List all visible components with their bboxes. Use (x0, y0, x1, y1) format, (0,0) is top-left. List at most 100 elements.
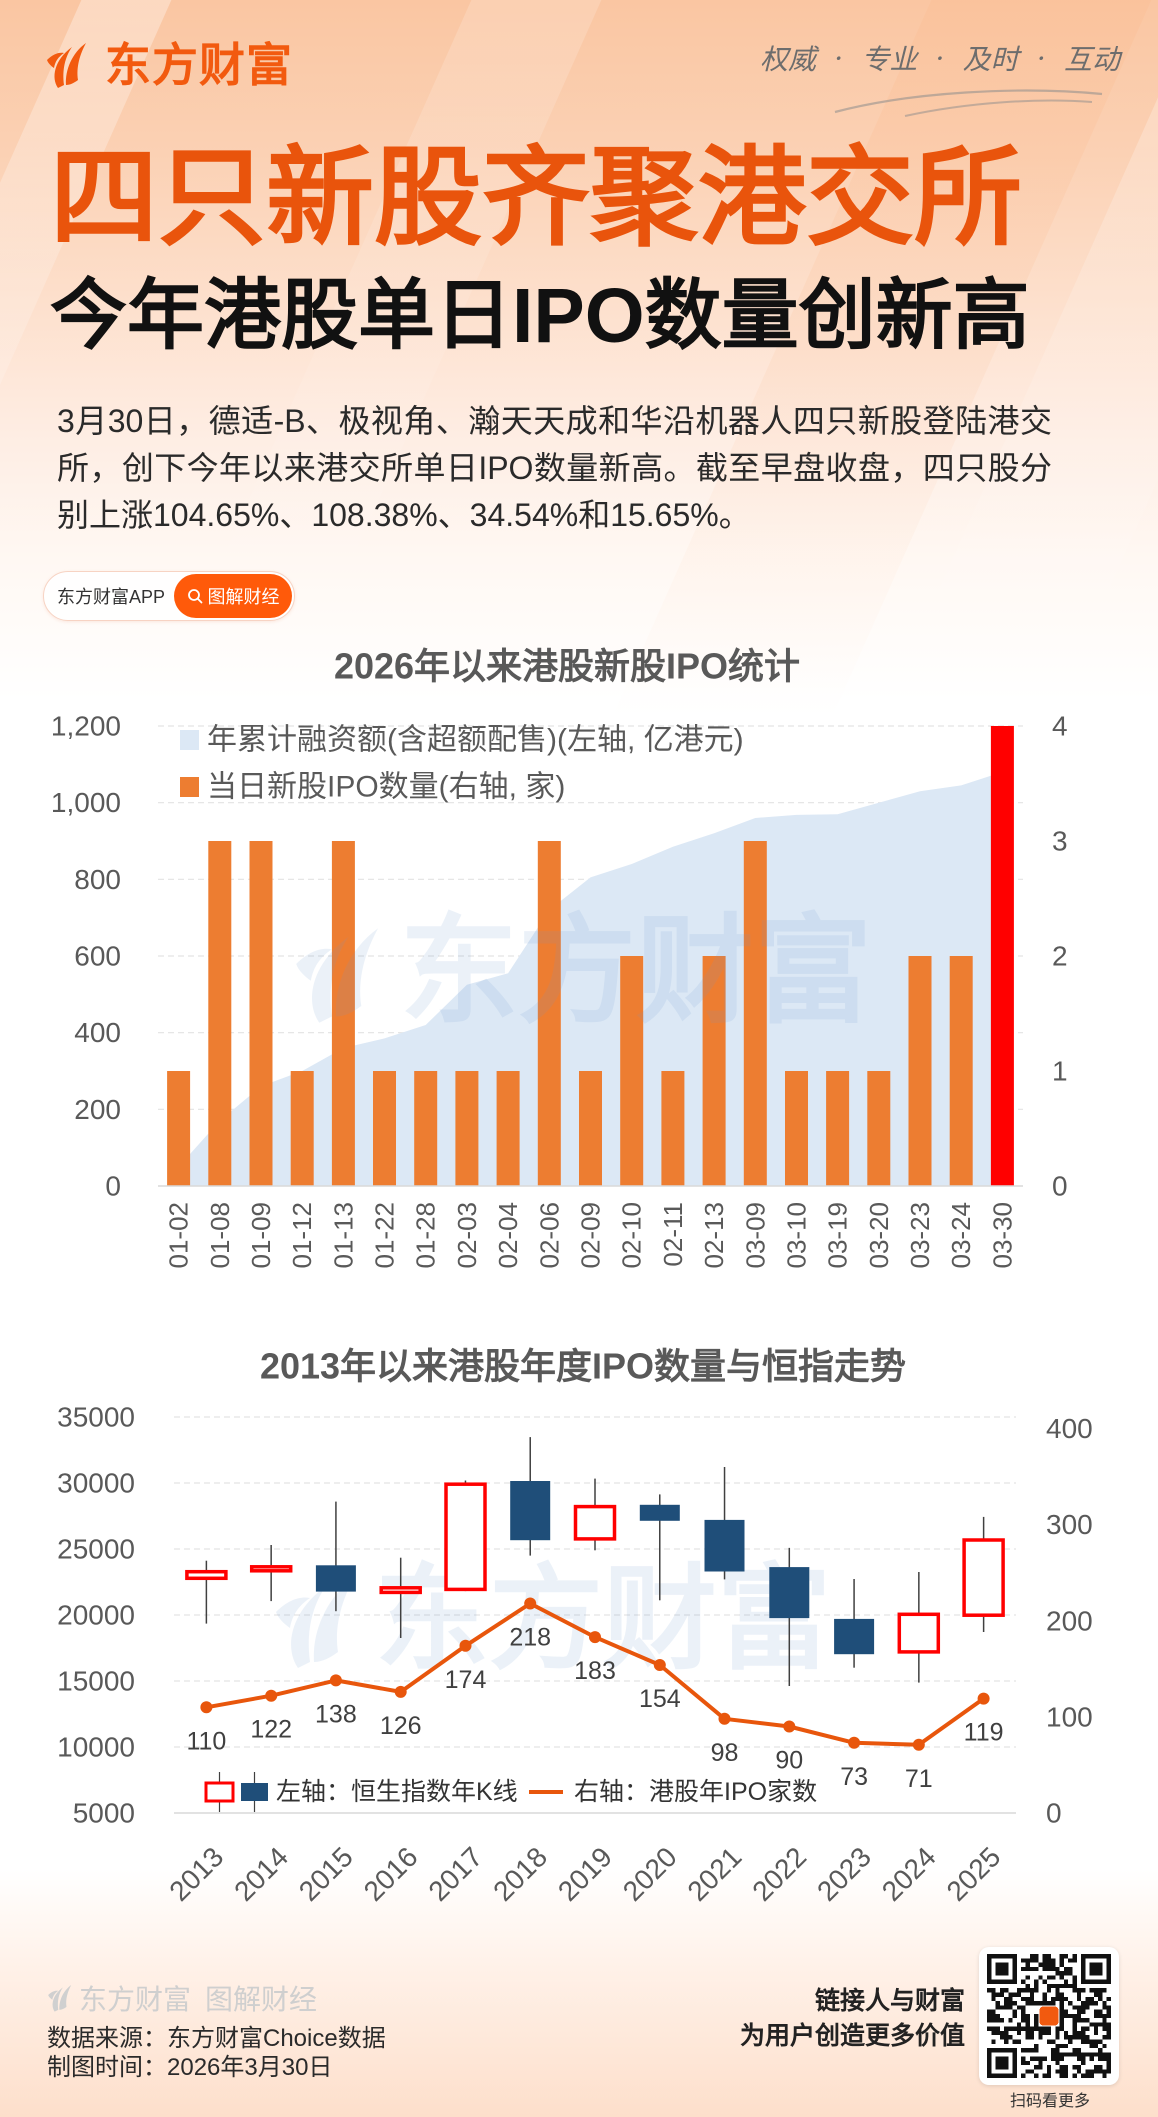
ipo-count-bar (496, 1071, 520, 1186)
x-tick-label: 2016 (358, 1841, 424, 1907)
x-tick-label: 2017 (422, 1841, 488, 1907)
y-left-tick-label: 200 (74, 1094, 121, 1125)
legend-swatch-area (180, 730, 199, 750)
y-left-tick-label: 0 (105, 1171, 121, 1202)
data-label: 183 (574, 1657, 616, 1685)
candle-body-up (962, 1538, 1005, 1617)
watermark: 东方财富 (296, 906, 872, 1038)
column-tag-button[interactable]: 图解财经 (174, 574, 292, 618)
x-tick-label: 2018 (487, 1841, 553, 1907)
pill-column-label: 图解财经 (207, 587, 280, 607)
candle-body-up (379, 1586, 422, 1595)
x-tick-label: 01-02 (164, 1202, 194, 1269)
source-tag-pill[interactable]: 东方财富APP 图解财经 (43, 571, 295, 621)
ipo-count-point (329, 1674, 342, 1687)
legend-label: 当日新股IPO数量(右轴, 家) (207, 771, 565, 804)
ipo-count-bar (249, 841, 273, 1186)
watermark-text: 东方财富 (400, 906, 872, 1038)
headline-title: 四只新股齐聚港交所 (50, 137, 1023, 258)
slogan-word: 互动 (1063, 43, 1120, 76)
chart-title: 2013年以来港股年度IPO数量与恒指走势 (260, 1346, 906, 1387)
x-tick-label: 2020 (617, 1841, 683, 1907)
axis-labels: 0 200 400 600 800 1,000 1,200 0 1 2 3 4 01-02 01-08 01… (51, 711, 1068, 1269)
candle-body-down (769, 1567, 810, 1619)
candle-body-up (897, 1612, 941, 1654)
x-tick-label: 02-06 (534, 1202, 564, 1269)
qr-caption: 扫码看更多 (1009, 2093, 1090, 2110)
ipo-count-bar (414, 1071, 438, 1186)
ipo-count-point (848, 1736, 861, 1749)
slogan: 权威 · 专业 · 及时 · 互动 (760, 38, 1120, 78)
y-left-tick-label: 400 (74, 1017, 121, 1048)
x-tick-label: 03-10 (781, 1202, 811, 1269)
y-right-tick-label: 100 (1046, 1701, 1093, 1732)
y-right-tick-label: 400 (1046, 1413, 1093, 1444)
data-label: 110 (186, 1727, 226, 1755)
watermark-logo-icon (296, 928, 379, 1023)
logo-blade (59, 1985, 72, 2010)
ipo-count-bar (290, 1071, 314, 1186)
data-label: 90 (775, 1747, 803, 1775)
data-label: 218 (509, 1624, 551, 1652)
legend-swatch-down-candle (241, 1783, 268, 1801)
ipo-count-point (459, 1639, 472, 1652)
y-left-tick-label: 600 (74, 941, 121, 972)
qr-code-image (987, 1954, 1111, 2078)
y-left-tick-label: 30000 (57, 1468, 135, 1499)
y-left-tick-label: 5000 (73, 1798, 135, 1829)
y-left-tick-label: 10000 (57, 1732, 135, 1763)
ipo-count-point (200, 1701, 213, 1714)
ipo-count-point (718, 1712, 731, 1725)
ipo-count-bar (373, 1071, 396, 1186)
slogan-separator: · (834, 41, 844, 75)
ipo-count-bar (579, 1071, 602, 1186)
ipo-count-bar (785, 1071, 808, 1186)
legend-swatch-up-candle (204, 1781, 235, 1803)
made-time: 制图时间：2026年3月30日 (47, 2054, 333, 2081)
x-tick-label: 2014 (228, 1841, 294, 1907)
search-icon-lens (187, 589, 200, 601)
y-left-tick-label: 1,200 (51, 711, 121, 742)
x-tick-label: 02-13 (699, 1202, 729, 1269)
ipo-count-bar (826, 1071, 850, 1186)
footer-watermark: 东方财富 图解财经 (47, 1978, 317, 2018)
legend-label: 年累计融资额(含超额配售)(左轴, 亿港元) (207, 724, 744, 757)
ipo-count-bar (990, 726, 1014, 1186)
logo-blade (54, 47, 72, 88)
logo-blade (52, 1987, 63, 2012)
ipo-count-bar (208, 841, 232, 1186)
x-tick-label: 01-12 (287, 1202, 317, 1269)
logo-blade (276, 1597, 310, 1628)
search-icon (187, 589, 202, 604)
ipo-count-bar (661, 1071, 685, 1186)
slogan-word: 及时 (962, 43, 1019, 76)
candle-body-up (185, 1569, 228, 1581)
ipo-count-bar (949, 956, 973, 1186)
y-right-tick-label: 1 (1052, 1056, 1068, 1087)
ipo-count-bar (743, 841, 767, 1186)
x-tick-label: 2024 (876, 1841, 942, 1907)
ipo-count-bar (867, 1071, 891, 1186)
ipo-count-point (783, 1720, 796, 1733)
logo-blade (313, 1578, 354, 1662)
swoosh-line (904, 99, 1093, 117)
qr-center-logo-icon (1039, 2006, 1059, 2026)
y-right-tick-label: 4 (1052, 711, 1068, 742)
ipo-count-bar (455, 1071, 479, 1186)
ipo-count-point (912, 1738, 925, 1751)
y-right-tick-label: 300 (1046, 1509, 1093, 1540)
candle-body-down (704, 1519, 745, 1572)
logo-blade (48, 1990, 59, 2000)
ipo-count-point (977, 1692, 990, 1705)
legend-label: 右轴：港股年IPO家数 (574, 1778, 817, 1806)
brand-logo[interactable]: 东方财富 (45, 38, 293, 92)
x-tick-label: 03-30 (987, 1202, 1017, 1269)
legend: 年累计融资额(含超额配售)(左轴, 亿港元) 当日新股IPO数量(右轴, 家) (180, 724, 744, 804)
bar-series (167, 726, 1014, 1186)
y-left-tick-label: 800 (74, 864, 121, 895)
logo-blade (291, 1586, 326, 1668)
ipo-count-point (524, 1597, 537, 1610)
footer-slogan-line1: 链接人与财富 (814, 1987, 965, 2015)
data-source: 数据来源：东方财富Choice数据 (47, 2025, 386, 2052)
ipo-count-bar (537, 841, 561, 1186)
